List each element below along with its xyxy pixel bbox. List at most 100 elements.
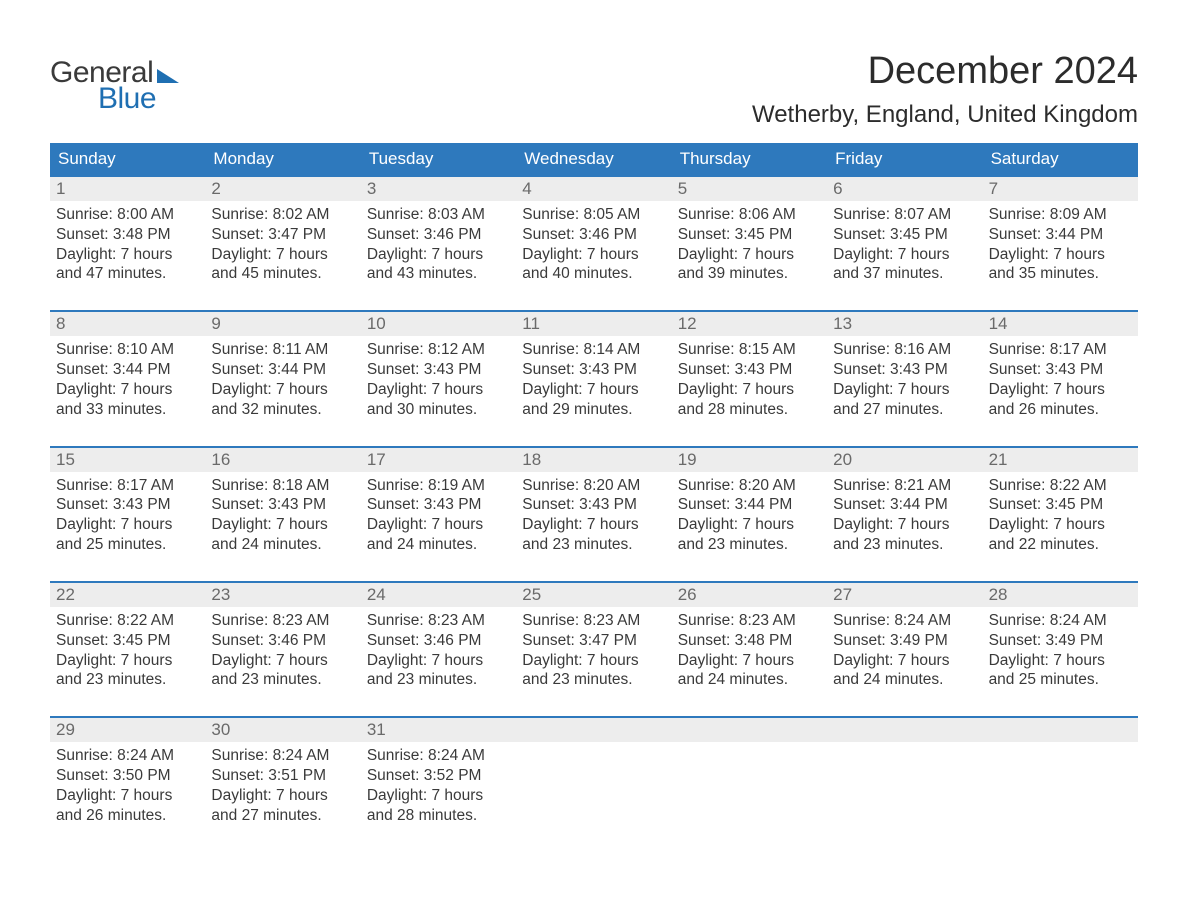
daylight-line-1: Daylight: 7 hours [56,786,199,806]
day-number-row: 5 [672,177,827,201]
sunrise-line: Sunrise: 8:15 AM [678,340,821,360]
sunrise-value: 8:18 AM [273,477,330,494]
day-number: 14 [989,314,1008,333]
daylight-hours: 7 [121,652,130,669]
daylight-minutes: 24 [242,536,259,553]
daylight-line-2: and 23 minutes. [522,535,665,555]
weekday-label: Saturday [983,143,1138,175]
daylight-line-1: Daylight: 7 hours [211,651,354,671]
day-number-row: 13 [827,312,982,336]
daylight-line-2: and 23 minutes. [522,670,665,690]
daylight-line-1: Daylight: 7 hours [989,515,1132,535]
daylight-minutes: 35 [1019,265,1036,282]
day-body: Sunrise: 8:06 AMSunset: 3:45 PMDaylight:… [672,201,827,288]
day-body: Sunrise: 8:09 AMSunset: 3:44 PMDaylight:… [983,201,1138,288]
daylight-line-1: Daylight: 7 hours [833,515,976,535]
sunrise-line: Sunrise: 8:17 AM [989,340,1132,360]
daylight-hours: 7 [121,246,130,263]
sunrise-line: Sunrise: 8:17 AM [56,476,199,496]
daylight-minutes: 23 [863,536,880,553]
daylight-line-1: Daylight: 7 hours [211,515,354,535]
sunset-value: 3:47 PM [579,632,637,649]
day-number-row: 12 [672,312,827,336]
daylight-minutes: 43 [397,265,414,282]
daylight-minutes: 24 [708,671,725,688]
calendar-day: 14Sunrise: 8:17 AMSunset: 3:43 PMDayligh… [983,312,1138,423]
sunset-line: Sunset: 3:49 PM [833,631,976,651]
daylight-minutes: 25 [86,536,103,553]
sunset-value: 3:43 PM [1045,361,1103,378]
sunrise-value: 8:17 AM [1050,341,1107,358]
day-number-row: 8 [50,312,205,336]
day-body: Sunrise: 8:12 AMSunset: 3:43 PMDaylight:… [361,336,516,423]
day-number-row: 28 [983,583,1138,607]
daylight-minutes: 39 [708,265,725,282]
daylight-hours: 7 [121,787,130,804]
calendar-day [983,718,1138,829]
calendar-week: 22Sunrise: 8:22 AMSunset: 3:45 PMDayligh… [50,581,1138,694]
daylight-minutes: 23 [397,671,414,688]
daylight-hours: 7 [587,246,596,263]
day-body: Sunrise: 8:16 AMSunset: 3:43 PMDaylight:… [827,336,982,423]
daylight-line-1: Daylight: 7 hours [56,245,199,265]
daylight-minutes: 47 [86,265,103,282]
daylight-hours: 7 [431,381,440,398]
daylight-line-2: and 35 minutes. [989,264,1132,284]
daylight-hours: 7 [431,246,440,263]
day-body: Sunrise: 8:15 AMSunset: 3:43 PMDaylight:… [672,336,827,423]
daylight-minutes: 26 [1019,401,1036,418]
sunrise-line: Sunrise: 8:20 AM [522,476,665,496]
daylight-minutes: 28 [397,807,414,824]
sunset-line: Sunset: 3:43 PM [211,495,354,515]
sunset-value: 3:44 PM [890,496,948,513]
daylight-line-1: Daylight: 7 hours [367,245,510,265]
day-number-row: 27 [827,583,982,607]
daylight-minutes: 23 [86,671,103,688]
day-number: 31 [367,720,386,739]
daylight-minutes: 45 [242,265,259,282]
calendar-day: 10Sunrise: 8:12 AMSunset: 3:43 PMDayligh… [361,312,516,423]
sunset-line: Sunset: 3:45 PM [56,631,199,651]
sunrise-value: 8:10 AM [117,341,174,358]
daylight-hours: 7 [431,652,440,669]
daylight-minutes: 29 [552,401,569,418]
daylight-minutes: 28 [708,401,725,418]
sunrise-value: 8:07 AM [894,206,951,223]
day-body: Sunrise: 8:24 AMSunset: 3:52 PMDaylight:… [361,742,516,829]
sunrise-value: 8:17 AM [117,477,174,494]
day-body: Sunrise: 8:23 AMSunset: 3:47 PMDaylight:… [516,607,671,694]
day-body: Sunrise: 8:19 AMSunset: 3:43 PMDaylight:… [361,472,516,559]
calendar-day [516,718,671,829]
calendar-day: 29Sunrise: 8:24 AMSunset: 3:50 PMDayligh… [50,718,205,829]
daylight-line-1: Daylight: 7 hours [522,651,665,671]
day-number: 22 [56,585,75,604]
daylight-minutes: 23 [708,536,725,553]
day-number [678,720,683,739]
day-number-row: 11 [516,312,671,336]
day-number: 27 [833,585,852,604]
sunset-value: 3:43 PM [424,361,482,378]
sunset-line: Sunset: 3:46 PM [211,631,354,651]
daylight-line-2: and 22 minutes. [989,535,1132,555]
sunrise-value: 8:06 AM [739,206,796,223]
day-number [522,720,527,739]
daylight-line-2: and 23 minutes. [211,670,354,690]
daylight-line-2: and 40 minutes. [522,264,665,284]
daylight-minutes: 30 [397,401,414,418]
day-number: 28 [989,585,1008,604]
daylight-line-2: and 29 minutes. [522,400,665,420]
sunrise-value: 8:15 AM [739,341,796,358]
calendar-day: 1Sunrise: 8:00 AMSunset: 3:48 PMDaylight… [50,177,205,288]
daylight-minutes: 40 [552,265,569,282]
daylight-line-1: Daylight: 7 hours [678,515,821,535]
calendar-week: 8Sunrise: 8:10 AMSunset: 3:44 PMDaylight… [50,310,1138,423]
sunset-value: 3:45 PM [113,632,171,649]
daylight-hours: 7 [276,381,285,398]
calendar-day: 17Sunrise: 8:19 AMSunset: 3:43 PMDayligh… [361,448,516,559]
calendar-day: 23Sunrise: 8:23 AMSunset: 3:46 PMDayligh… [205,583,360,694]
daylight-line-1: Daylight: 7 hours [56,515,199,535]
calendar: Sunday Monday Tuesday Wednesday Thursday… [50,143,1138,830]
daylight-line-2: and 32 minutes. [211,400,354,420]
flag-icon [157,69,179,83]
daylight-line-2: and 27 minutes. [833,400,976,420]
